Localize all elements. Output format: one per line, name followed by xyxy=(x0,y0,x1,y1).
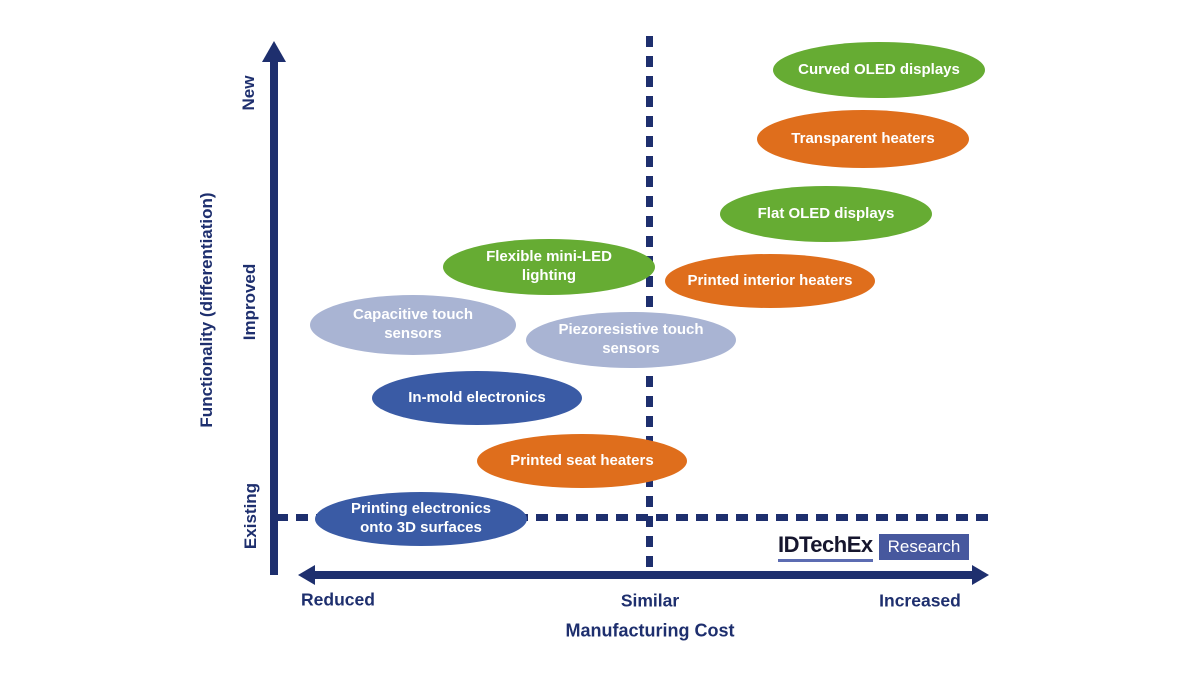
bubble-label: Piezoresistive touch sensors xyxy=(558,321,704,357)
y-tick-improved: Improved xyxy=(240,263,259,341)
y-axis-arrow-icon xyxy=(262,41,286,62)
idtechex-logo-wordmark: IDTechEx xyxy=(778,534,873,562)
bubble-label: In-mold electronics xyxy=(408,388,546,406)
bubble-in-mold-electronics: In-mold electronics xyxy=(372,371,582,425)
x-tick-similar: Similar xyxy=(620,590,680,611)
bubble-label: Capacitive touch sensors xyxy=(352,306,474,342)
bubble-label: Printed seat heaters xyxy=(510,451,654,469)
y-tick-existing: Existing xyxy=(241,482,260,550)
x-axis-title: Manufacturing Cost xyxy=(565,620,735,641)
y-tick-new: New xyxy=(239,75,258,111)
bubble-label: Flexible mini-LED lighting xyxy=(486,248,612,284)
x-axis-line xyxy=(313,571,974,579)
bubble-curved-oled-displays: Curved OLED displays xyxy=(773,42,985,98)
vertical-dashed-guide xyxy=(646,36,653,570)
horizontal-dashed-guide xyxy=(276,514,988,521)
bubble-label: Printing electronics onto 3D surfaces xyxy=(350,500,492,536)
x-axis-right-arrow-icon xyxy=(972,565,989,585)
y-axis-line xyxy=(270,58,278,575)
y-axis-title: Functionality (differentiation) xyxy=(197,192,216,428)
bubble-label: Printed interior heaters xyxy=(687,271,853,289)
bubble-printed-interior-heaters: Printed interior heaters xyxy=(665,254,875,308)
bubble-printing-electronics-onto-3d-surfaces: Printing electronics onto 3D surfaces xyxy=(315,492,527,546)
bubble-piezoresistive-touch-sensors: Piezoresistive touch sensors xyxy=(526,312,736,368)
x-tick-increased: Increased xyxy=(879,590,961,611)
idtechex-research-badge: Research xyxy=(878,534,970,560)
bubble-capacitive-touch-sensors: Capacitive touch sensors xyxy=(310,295,516,355)
bubble-label: Curved OLED displays xyxy=(798,60,960,78)
bubble-flexible-mini-led-lighting: Flexible mini-LED lighting xyxy=(443,239,655,295)
bubble-flat-oled-displays: Flat OLED displays xyxy=(720,186,932,242)
bubble-label: Flat OLED displays xyxy=(757,204,895,222)
x-axis-left-arrow-icon xyxy=(298,565,315,585)
idtechex-logo: IDTechEx Research xyxy=(778,534,970,562)
bubble-printed-seat-heaters: Printed seat heaters xyxy=(477,434,687,488)
bubble-transparent-heaters: Transparent heaters xyxy=(757,110,969,168)
x-tick-reduced: Reduced xyxy=(301,589,375,610)
bubble-label: Transparent heaters xyxy=(791,129,935,147)
